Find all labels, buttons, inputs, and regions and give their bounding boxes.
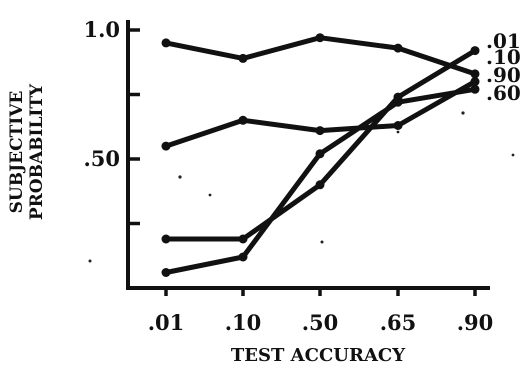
series-line: [163, 35, 478, 77]
data-point: [393, 97, 403, 107]
data-point: [470, 77, 480, 87]
y-axis-title-line-1: SUBJECTIVE: [7, 91, 27, 214]
y-axis-title-line-2: PROBABILITY: [27, 83, 47, 220]
series-label: .01: [486, 29, 521, 53]
x-tick-label: .90: [457, 310, 494, 335]
data-point: [315, 149, 325, 159]
x-tick-label: .01: [148, 310, 185, 335]
x-tick-label: .50: [302, 310, 339, 335]
data-point: [470, 46, 480, 56]
data-point: [238, 115, 248, 125]
data-point: [393, 121, 403, 130]
series-1: [161, 33, 480, 79]
series-labels: .01.10.90.60: [486, 29, 521, 105]
y-tick-label: .50: [83, 146, 120, 171]
series-4: [161, 84, 480, 277]
data-point: [238, 234, 248, 244]
data-point: [238, 252, 248, 262]
data-point: [161, 141, 171, 151]
y-tick-label: 1.0: [83, 17, 120, 42]
series-3: [161, 46, 480, 244]
series-2: [161, 77, 480, 151]
y-ticks: 1.0 .50: [83, 17, 140, 226]
series-line: [163, 79, 478, 149]
data-point: [470, 84, 480, 94]
data-point: [470, 69, 480, 79]
series-lines: [161, 33, 480, 277]
data-point: [393, 43, 403, 53]
data-point: [161, 234, 171, 244]
x-ticks: .01 .10 .50 .65 .90: [148, 288, 494, 335]
x-tick-label: .65: [380, 310, 417, 335]
scan-specks: [88, 111, 515, 263]
data-point: [315, 33, 325, 43]
x-tick-label: .10: [225, 310, 262, 335]
data-point: [161, 38, 171, 48]
series-label: .90: [486, 63, 521, 87]
data-point: [315, 180, 325, 190]
series-label: .10: [486, 45, 521, 69]
data-point: [238, 53, 248, 63]
data-point: [161, 268, 171, 277]
data-point: [315, 126, 325, 136]
series-label: .60: [486, 81, 521, 105]
series-line: [163, 48, 478, 242]
x-axis-title: TEST ACCURACY: [231, 345, 406, 366]
